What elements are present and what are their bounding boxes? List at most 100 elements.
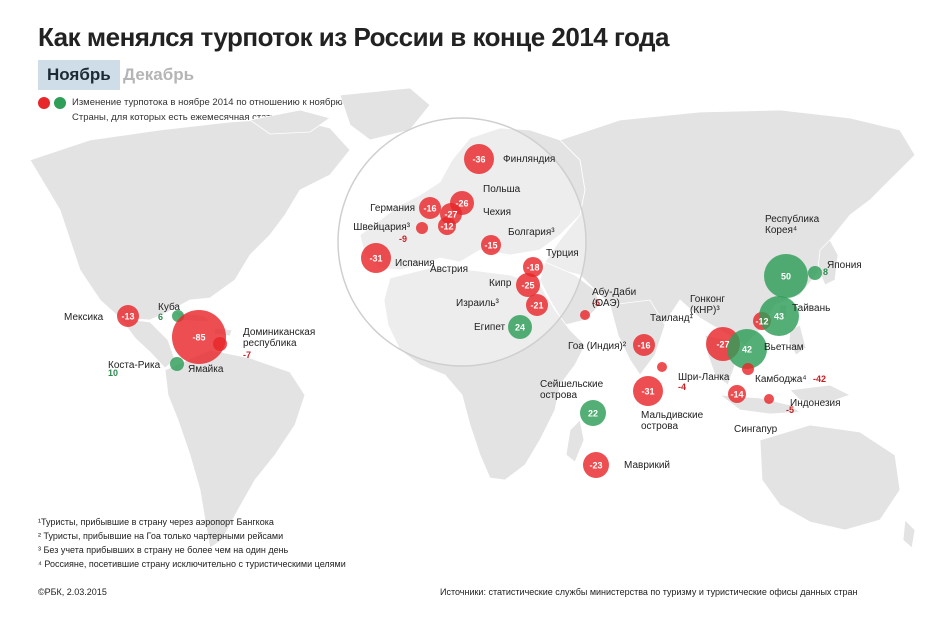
footnote-2: ² Туристы, прибывшие на Гоа только чарте… — [38, 531, 284, 541]
country-name: Вьетнам — [764, 342, 804, 353]
country-name: Болгария³ — [508, 227, 555, 238]
country-value: -5 — [786, 405, 794, 415]
country-bubble — [172, 310, 226, 364]
legend-increase-dot — [54, 97, 66, 109]
country-name: Сингапур — [734, 424, 778, 435]
country-name: Гоа (Индия)² — [568, 341, 627, 352]
country-name: Шри-Ланка — [678, 372, 730, 383]
labels: -36 Финляндия -16 Германия -26 Польша -27 Чехия… — [64, 154, 862, 471]
country-value: 42 — [742, 345, 752, 355]
country-value: 50 — [781, 272, 791, 282]
country-value: -25 — [521, 281, 534, 291]
country-value: -26 — [455, 199, 468, 209]
country-name: Республика Корея⁴ — [765, 213, 820, 236]
country-name: Сейшельские острова — [540, 379, 604, 401]
country-name: Таиланд¹ — [650, 313, 694, 324]
europe-zoom-circle — [337, 117, 587, 367]
country-name: Индонезия — [790, 398, 841, 409]
country-name: Коста-Рика — [108, 360, 161, 371]
country-bubble — [516, 273, 540, 297]
legend-decrease-dot — [38, 97, 50, 109]
footnote-3: ³ Без учета прибывших в страну не более … — [38, 545, 289, 555]
country-value: -4 — [678, 382, 686, 392]
country-value: -16 — [637, 341, 650, 351]
country-value: 10 — [108, 368, 118, 378]
source-note: Источники: статистические службы министе… — [440, 587, 858, 597]
country-bubble — [759, 296, 799, 336]
country-name: Абу-Даби (ОАЭ) — [592, 286, 636, 309]
country-bubble — [633, 334, 655, 356]
country-value: -36 — [472, 155, 485, 165]
country-bubble — [728, 385, 746, 403]
country-bubble — [764, 254, 808, 298]
country-bubble — [213, 337, 227, 351]
country-value: -42 — [813, 374, 826, 384]
tab-december[interactable]: Декабрь — [123, 65, 195, 84]
country-value: -23 — [589, 461, 602, 471]
legend-line-1: Изменение турпотока в ноябре 2014 по отн… — [72, 97, 403, 108]
tab-november[interactable]: Ноябрь — [38, 60, 120, 90]
country-name: Камбоджа⁴ — [755, 373, 807, 385]
country-bubble — [727, 329, 767, 369]
country-name: Кипр — [489, 278, 512, 289]
country-value: -15 — [484, 241, 497, 251]
country-bubble — [580, 400, 606, 426]
country-name: Доминиканская республика — [243, 327, 315, 349]
country-bubble — [481, 235, 501, 255]
credit: ©РБК, 2.03.2015 — [38, 587, 107, 597]
country-value: 24 — [515, 323, 525, 333]
country-value: -5 — [592, 298, 600, 308]
country-name: Турция — [546, 248, 579, 259]
country-bubble — [764, 394, 774, 404]
country-bubble — [808, 266, 822, 280]
country-name: Испания — [395, 258, 435, 269]
country-name: Германия — [370, 203, 415, 214]
country-name: Тайвань — [792, 303, 830, 314]
country-name: Израиль³ — [456, 298, 500, 309]
country-bubble — [361, 243, 391, 273]
country-bubble — [416, 222, 428, 234]
country-name: Мальдивские острова — [641, 410, 704, 432]
legend-line-2: Страны, для которых есть ежемесячная ста… — [72, 112, 300, 123]
country-name: Египет — [474, 322, 506, 333]
country-value: -14 — [730, 390, 743, 400]
country-bubble — [523, 257, 543, 277]
country-value: -13 — [121, 312, 134, 322]
country-bubble — [583, 452, 609, 478]
country-value: -18 — [526, 263, 539, 273]
country-value: 22 — [588, 409, 598, 419]
country-value: -31 — [369, 254, 382, 264]
country-name: Финляндия — [503, 154, 555, 165]
country-value: -9 — [399, 234, 407, 244]
country-name: Ямайка — [188, 364, 224, 375]
country-name: Чехия — [483, 207, 511, 218]
country-bubble — [633, 376, 663, 406]
country-bubble — [438, 217, 456, 235]
country-name: Маврикий — [624, 460, 670, 471]
country-bubble — [526, 294, 548, 316]
country-value: 6 — [158, 312, 163, 322]
country-bubble — [170, 357, 184, 371]
country-name: Польша — [483, 184, 521, 195]
country-value: -31 — [641, 387, 654, 397]
country-value: -21 — [530, 301, 543, 311]
country-bubble — [580, 310, 590, 320]
country-value: -27 — [444, 210, 457, 220]
country-bubble — [657, 362, 667, 372]
country-name: Австрия — [430, 264, 468, 275]
country-value: -27 — [716, 340, 729, 350]
country-value: -85 — [192, 333, 205, 343]
country-bubble — [464, 144, 494, 174]
country-bubble — [742, 363, 754, 375]
country-value: -16 — [423, 204, 436, 214]
country-value: 43 — [774, 312, 784, 322]
country-bubble — [508, 315, 532, 339]
country-value: -7 — [243, 350, 251, 360]
country-name: Куба — [158, 301, 180, 313]
country-name: Япония — [827, 260, 862, 271]
country-value: 8 — [823, 267, 828, 277]
country-name: Швейцария³ — [353, 222, 410, 233]
country-bubble — [117, 305, 139, 327]
country-value: -12 — [440, 222, 453, 232]
